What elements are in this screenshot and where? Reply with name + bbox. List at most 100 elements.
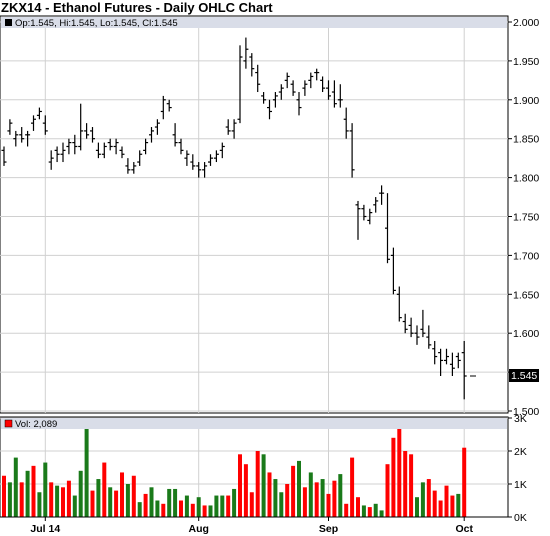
price-plot-area xyxy=(0,15,509,414)
ohlc-bar xyxy=(396,286,402,322)
volume-bar xyxy=(409,454,414,517)
price-legend-swatch xyxy=(5,19,12,26)
volume-bar xyxy=(297,460,301,517)
volume-bar xyxy=(356,497,360,517)
ohlc-bar xyxy=(60,142,66,163)
ohlc-bar xyxy=(426,325,432,349)
volume-bar xyxy=(420,482,425,517)
price-tick-label: 1.500 xyxy=(513,406,539,418)
ohlc-bar xyxy=(267,99,272,120)
ohlc-bar xyxy=(172,123,178,147)
volume-bar xyxy=(149,487,154,517)
price-tick-label: 1.900 xyxy=(513,95,539,107)
x-axis: Jul 14 Aug Sep Oct xyxy=(0,516,508,535)
volume-bar xyxy=(403,451,408,517)
volume-bar xyxy=(173,488,178,517)
price-tick-label: 1.600 xyxy=(513,328,539,340)
ohlc-bar xyxy=(432,340,438,365)
ohlc-bar xyxy=(449,352,455,376)
ohlc-bar xyxy=(331,80,337,108)
ohlc-bar xyxy=(54,146,60,163)
ohlc-bar xyxy=(290,80,296,96)
volume-bar xyxy=(444,485,449,517)
volume-bar xyxy=(426,479,431,517)
ohlc-bar xyxy=(13,130,19,147)
volume-bar xyxy=(7,482,12,517)
ohlc-bar xyxy=(231,119,237,139)
ohlc-bar xyxy=(385,193,390,264)
ohlc-bar xyxy=(314,68,320,81)
ohlc-bar xyxy=(461,340,467,400)
volume-bar xyxy=(397,424,402,517)
volume-bar xyxy=(25,470,30,517)
volume-bar xyxy=(37,492,42,517)
volume-bar xyxy=(55,485,60,517)
ohlc-bar xyxy=(184,150,190,166)
volume-bar xyxy=(78,470,83,517)
ohlc-bar xyxy=(326,80,331,100)
ohlc-bar xyxy=(78,103,84,151)
volume-bar xyxy=(279,492,284,517)
ohlc-bar xyxy=(361,204,367,221)
ohlc-bar xyxy=(455,352,461,369)
ohlc-bar xyxy=(137,150,143,166)
volume-tick-label: 1K xyxy=(514,479,527,491)
volume-bar xyxy=(314,482,319,517)
volume-bar xyxy=(238,454,242,517)
price-tick-label: 1.950 xyxy=(513,56,539,68)
ohlc-bar xyxy=(48,150,54,170)
ohlc-bar xyxy=(355,200,361,240)
ohlc-bar xyxy=(125,158,131,174)
price-tick-label: 1.700 xyxy=(513,250,539,262)
volume-bar xyxy=(102,462,107,517)
ohlc-bar xyxy=(320,76,326,93)
volume-bar xyxy=(249,492,254,517)
volume-bar xyxy=(202,505,207,517)
ohlc-bar xyxy=(202,162,208,178)
volume-bar xyxy=(108,487,113,517)
ohlc-bar xyxy=(438,348,444,376)
price-grid xyxy=(0,17,508,413)
volume-bar xyxy=(131,475,136,517)
volume-bar xyxy=(432,490,437,517)
volume-bar xyxy=(120,472,124,517)
ohlc-bar xyxy=(343,107,349,139)
x-tick-label: Oct xyxy=(455,523,473,535)
volume-bar xyxy=(167,488,172,517)
volume-bar xyxy=(2,475,6,517)
ohlc-bar xyxy=(302,80,308,96)
price-tick-label: 2.000 xyxy=(513,17,539,29)
volume-bar xyxy=(326,493,331,517)
ohlc-bar xyxy=(255,64,261,93)
volume-bar xyxy=(31,465,36,517)
volume-bar xyxy=(214,495,219,517)
volume-bar xyxy=(220,495,225,517)
ohlc-bar xyxy=(166,99,172,112)
volume-bar xyxy=(373,503,378,517)
volume-legend-swatch xyxy=(4,419,13,428)
ohlc-bar xyxy=(7,119,13,135)
ohlc-bar xyxy=(249,53,255,77)
ohlc-bar xyxy=(66,138,72,155)
volume-bar xyxy=(267,472,272,517)
volume-bar xyxy=(84,426,89,517)
volume-bar xyxy=(350,457,355,517)
volume-tick-label: 3K xyxy=(514,413,527,425)
ohlc-bar xyxy=(95,142,101,159)
volume-bar xyxy=(273,479,278,517)
ohlc-bar xyxy=(113,138,119,155)
chart-title: ZKX14 - Ethanol Futures - Daily OHLC Cha… xyxy=(1,0,273,15)
volume-bar xyxy=(367,507,372,517)
volume-bar xyxy=(114,490,119,517)
volume-bar xyxy=(232,488,237,517)
ohlc-bar xyxy=(296,92,302,116)
volume-legend-label: Vol: 2,089 xyxy=(15,419,57,430)
ohlc-bar xyxy=(143,138,149,155)
ohlc-bar xyxy=(149,127,154,143)
ohlc-bar xyxy=(337,84,343,108)
volume-bar xyxy=(255,451,260,517)
x-tick-label: Jul 14 xyxy=(30,523,60,535)
ohlc-bar xyxy=(284,72,290,89)
volume-bar xyxy=(338,474,343,517)
